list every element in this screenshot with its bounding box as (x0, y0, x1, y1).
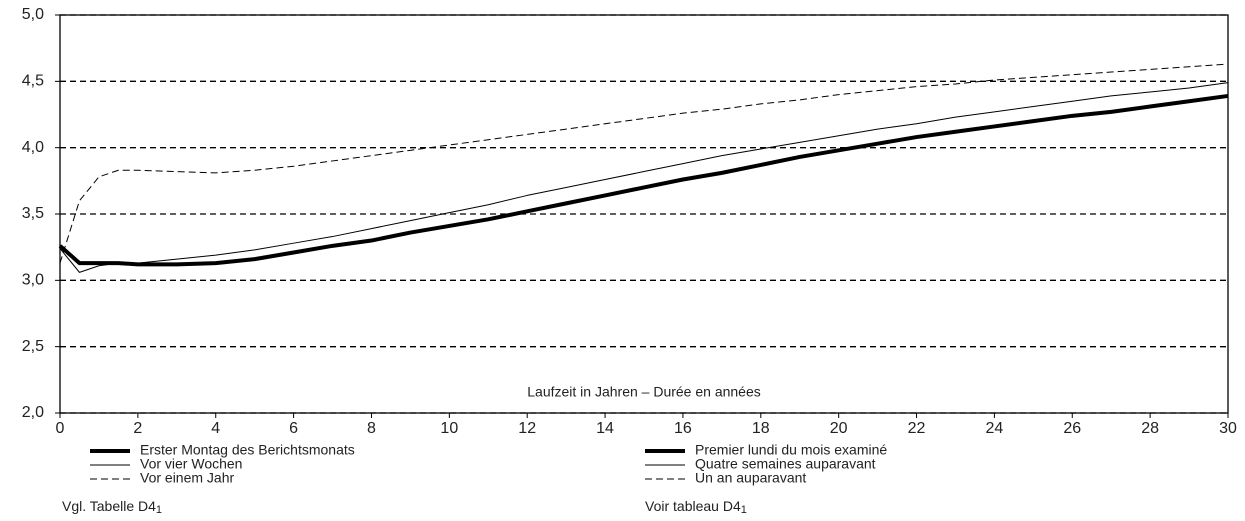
x-tick-label: 0 (56, 420, 65, 437)
legend-label: Vor einem Jahr (140, 470, 234, 486)
x-tick-label: 26 (1063, 420, 1081, 437)
x-tick-label: 30 (1219, 420, 1237, 437)
y-tick-label: 2,0 (22, 404, 44, 421)
x-tick-label: 2 (133, 420, 142, 437)
x-tick-label: 16 (674, 420, 692, 437)
legend-label: Vor vier Wochen (140, 456, 242, 472)
y-tick-label: 5,0 (22, 6, 44, 23)
y-tick-label: 2,5 (22, 338, 44, 355)
y-tick-label: 4,0 (22, 139, 44, 156)
legend-label: Premier lundi du mois examiné (695, 442, 887, 458)
y-tick-label: 3,0 (22, 272, 44, 289)
note-marker: 1 (741, 504, 747, 516)
x-tick-label: 10 (440, 420, 458, 437)
legend-label: Erster Montag des Berichtsmonats (140, 442, 355, 458)
note: Voir tableau D41 (645, 498, 747, 516)
note-marker: 1 (156, 504, 162, 516)
note-text: Voir tableau D4 (645, 498, 741, 514)
x-tick-label: 6 (289, 420, 298, 437)
x-tick-label: 24 (986, 420, 1004, 437)
x-tick-label: 12 (518, 420, 536, 437)
x-tick-label: 20 (830, 420, 848, 437)
x-tick-label: 4 (211, 420, 220, 437)
series-line (59, 63, 1229, 264)
x-tick-label: 18 (752, 420, 770, 437)
x-tick-label: 22 (908, 420, 926, 437)
series-line (59, 82, 1229, 273)
x-tick-label: 8 (367, 420, 376, 437)
note-text: Vgl. Tabelle D4 (62, 498, 156, 514)
y-tick-label: 4,5 (22, 73, 44, 90)
plot-frame (59, 14, 1229, 414)
legend-label: Quatre semaines auparavant (695, 456, 876, 472)
x-tick-label: 28 (1141, 420, 1159, 437)
x-tick-label: 14 (596, 420, 614, 437)
note: Vgl. Tabelle D41 (62, 498, 162, 516)
x-axis-label: Laufzeit in Jahren – Durée en années (527, 384, 761, 400)
y-tick-label: 3,5 (22, 205, 44, 222)
legend-label: Un an auparavant (695, 470, 806, 486)
series-line (58, 93, 1229, 267)
